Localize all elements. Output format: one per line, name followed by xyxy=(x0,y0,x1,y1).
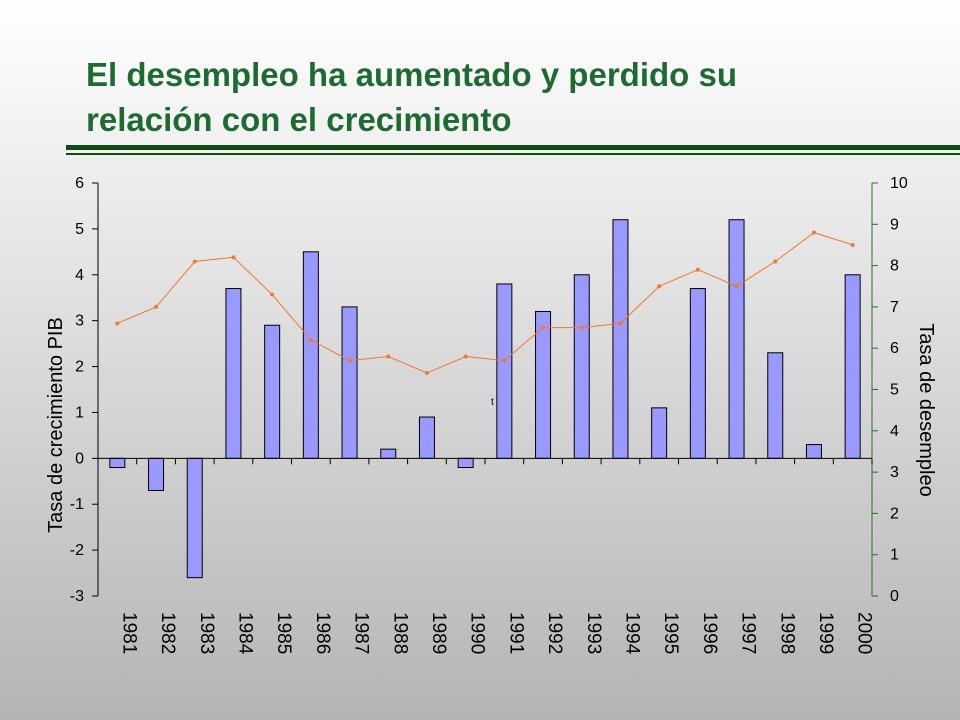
left-tick-label: -2 xyxy=(70,542,84,559)
bar xyxy=(380,448,397,459)
x-tick-label: 1987 xyxy=(351,612,372,654)
line-point xyxy=(192,259,197,264)
line-point xyxy=(850,242,855,247)
x-tick-label: 1999 xyxy=(815,612,836,654)
slide-title: El desempleo ha aumentado y perdido su r… xyxy=(86,52,906,142)
left-tick-label: 1 xyxy=(75,404,84,421)
right-tick-label: 8 xyxy=(890,258,899,275)
left-tick-label: 6 xyxy=(75,175,84,192)
left-tick-label: 2 xyxy=(75,359,84,376)
bar xyxy=(651,407,668,459)
x-tick-label: 1996 xyxy=(699,612,720,654)
bar xyxy=(302,251,319,459)
bar xyxy=(186,457,203,579)
line-point xyxy=(579,325,584,330)
title-line-2: relación con el crecimiento xyxy=(86,101,512,138)
stray-mark: t xyxy=(491,397,494,408)
left-tick-label: 0 xyxy=(75,450,84,467)
left-tick-label: 3 xyxy=(75,313,84,330)
x-tick-label: 1998 xyxy=(776,612,797,654)
unemployment-line xyxy=(117,232,853,374)
line-point xyxy=(695,267,700,272)
left-axis-title: Tasa de crecimiento PIB xyxy=(45,317,67,533)
bar xyxy=(225,288,242,459)
right-tick-label: 5 xyxy=(890,382,899,399)
title-line-1: El desempleo ha aumentado y perdido su xyxy=(86,56,737,93)
line-point xyxy=(773,259,778,264)
right-axis-title: Tasa de desempleo xyxy=(915,323,937,496)
bar xyxy=(264,324,281,459)
line-point xyxy=(657,284,662,289)
line-point xyxy=(424,370,429,375)
line-point xyxy=(347,358,352,363)
right-tick-label: 2 xyxy=(890,505,899,522)
line-point xyxy=(541,325,546,330)
bar xyxy=(573,274,590,459)
bar xyxy=(805,444,822,459)
line-series xyxy=(115,230,855,375)
right-tick-label: 7 xyxy=(890,299,899,316)
x-tick-label: 1982 xyxy=(157,612,178,654)
line-point xyxy=(502,358,507,363)
bar xyxy=(767,352,784,459)
bar xyxy=(728,219,745,459)
x-tick-label: 1991 xyxy=(505,612,526,654)
right-tick-label: 6 xyxy=(890,340,899,357)
line-point xyxy=(154,304,159,309)
x-tick-label: 1995 xyxy=(660,612,681,654)
x-tick-label: 1983 xyxy=(196,612,217,654)
right-tick-label: 10 xyxy=(890,175,908,192)
x-tick-label: 1985 xyxy=(273,612,294,654)
right-tick-label: 0 xyxy=(890,588,899,605)
x-tick-label: 1993 xyxy=(583,612,604,654)
right-tick-label: 4 xyxy=(890,423,899,440)
bar xyxy=(341,306,358,459)
x-tick-label: 1992 xyxy=(544,612,565,654)
x-tick-label: 1988 xyxy=(389,612,410,654)
line-point xyxy=(308,337,313,342)
bar xyxy=(148,457,165,491)
line-point xyxy=(811,230,816,235)
line-point xyxy=(463,354,468,359)
left-tick-label: 4 xyxy=(75,267,84,284)
bar xyxy=(457,457,474,469)
line-point xyxy=(270,292,275,297)
left-tick-label: 5 xyxy=(75,221,84,238)
line-point xyxy=(618,321,623,326)
left-axis: -3 -2 -1 0 1 2 3 4 5 6 xyxy=(70,175,99,605)
x-tick-label: 1990 xyxy=(467,612,488,654)
left-tick-label: -1 xyxy=(70,496,84,513)
left-tick-label: -3 xyxy=(70,588,84,605)
bar xyxy=(689,288,706,459)
bar xyxy=(418,416,435,459)
right-axis: 0 1 2 3 4 5 6 7 8 9 10 xyxy=(871,175,908,605)
right-tick-label: 3 xyxy=(890,464,899,481)
x-tick-label: 1997 xyxy=(738,612,759,654)
line-point xyxy=(231,255,236,260)
line-point xyxy=(386,354,391,359)
right-tick-label: 9 xyxy=(890,216,899,233)
title-rule-thick xyxy=(66,145,960,150)
bar xyxy=(496,283,513,459)
x-tick-label: 1994 xyxy=(621,612,642,655)
x-tick-label: 1984 xyxy=(234,612,255,655)
x-axis-labels: 1981 1982 1983 1984 1985 1986 1987 1988 1989 1990… xyxy=(118,612,874,655)
x-tick-label: 1986 xyxy=(312,612,333,654)
title-rule-thin xyxy=(66,153,960,155)
x-tick-label: 1989 xyxy=(428,612,449,654)
bar-series xyxy=(97,219,873,579)
line-point xyxy=(734,284,739,289)
bar xyxy=(535,310,552,459)
right-tick-label: 1 xyxy=(890,547,899,564)
x-tick-label: 2000 xyxy=(854,612,875,654)
bar xyxy=(844,274,861,459)
line-point xyxy=(115,321,120,326)
bar xyxy=(612,219,629,459)
bar xyxy=(109,457,126,469)
x-tick-label: 1981 xyxy=(118,612,139,654)
